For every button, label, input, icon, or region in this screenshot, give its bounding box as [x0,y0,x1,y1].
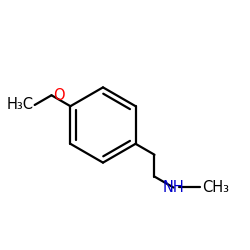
Text: NH: NH [162,180,184,195]
Text: O: O [53,88,64,103]
Text: CH₃: CH₃ [202,180,230,195]
Text: H₃C: H₃C [6,98,34,112]
